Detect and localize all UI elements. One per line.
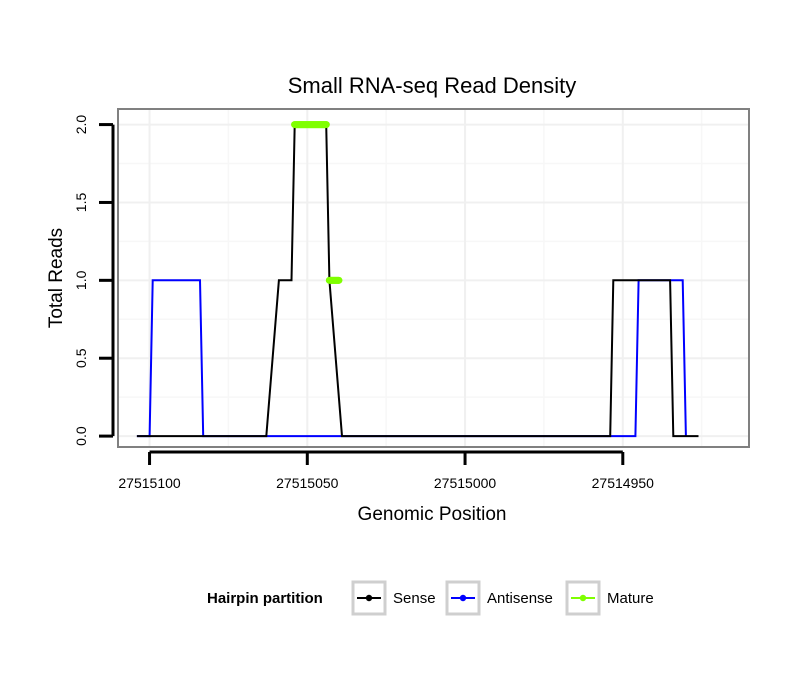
legend-key-dot-antisense xyxy=(459,594,467,602)
legend-key-dot-sense xyxy=(365,594,373,602)
legend-entries: Sense Antisense Mature xyxy=(351,580,654,616)
chart-title: Small RNA-seq Read Density xyxy=(288,73,577,98)
x-tick-label: 27515100 xyxy=(118,475,181,491)
legend-label-mature: Mature xyxy=(607,590,654,607)
x-tick-label: 27515050 xyxy=(276,475,339,491)
x-axis-title: Genomic Position xyxy=(358,504,507,525)
y-tick-label: 2.0 xyxy=(73,115,89,135)
x-tick-label: 27514950 xyxy=(592,475,655,491)
legend-title: Hairpin partition xyxy=(207,590,323,607)
legend-label-antisense: Antisense xyxy=(487,590,553,607)
y-tick-label: 1.5 xyxy=(73,193,89,213)
plot-panel xyxy=(118,109,749,447)
series-layer xyxy=(136,121,699,438)
legend-label-sense: Sense xyxy=(393,590,436,607)
y-tick-label: 1.0 xyxy=(73,270,89,290)
y-axis: 0.0 0.5 1.0 1.5 2.0 xyxy=(73,115,115,446)
y-axis-title: Total Reads xyxy=(46,228,67,328)
plot-border xyxy=(117,108,750,448)
y-tick-label: 0.5 xyxy=(73,348,89,368)
x-axis: 27515100 27515050 27515000 27514950 xyxy=(118,450,655,491)
y-tick-label: 0.0 xyxy=(73,426,89,446)
grid-lines xyxy=(118,109,749,447)
series-sense-line xyxy=(136,123,699,438)
x-tick-label: 27515000 xyxy=(434,475,497,491)
legend: Hairpin partition Sense Antisense Mature xyxy=(207,580,654,616)
legend-key-dot-mature xyxy=(579,594,587,602)
